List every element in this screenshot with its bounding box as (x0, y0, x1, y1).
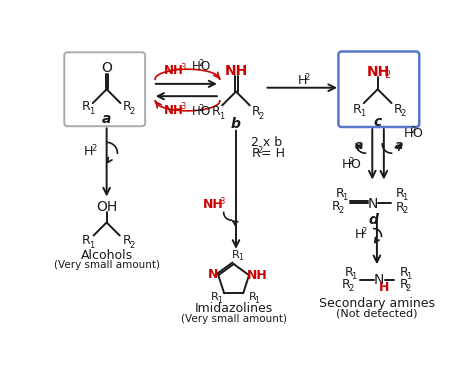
Text: N: N (368, 197, 378, 211)
Text: 1: 1 (90, 241, 95, 250)
Text: 2: 2 (91, 144, 96, 153)
Text: Alcohols: Alcohols (81, 249, 133, 262)
Text: 2: 2 (384, 70, 390, 80)
Text: 2: 2 (348, 284, 353, 293)
Text: 1: 1 (217, 296, 222, 305)
Text: 1: 1 (360, 109, 365, 118)
Text: NH: NH (164, 64, 183, 77)
Text: 2: 2 (338, 206, 343, 215)
Text: 1: 1 (406, 272, 411, 281)
Text: R: R (396, 201, 404, 214)
Text: R: R (396, 187, 404, 200)
Text: 2 x b: 2 x b (251, 136, 283, 149)
Text: 1: 1 (238, 253, 243, 262)
Text: R: R (82, 234, 91, 248)
Text: R: R (122, 234, 131, 248)
Text: 1: 1 (255, 296, 259, 305)
Text: H: H (404, 127, 413, 140)
Text: H: H (342, 158, 352, 171)
Text: N: N (208, 268, 218, 281)
Text: (Not detected): (Not detected) (336, 308, 418, 318)
Text: 1: 1 (219, 112, 224, 121)
Text: O: O (101, 62, 112, 76)
Text: O: O (350, 158, 360, 171)
FancyBboxPatch shape (64, 52, 145, 126)
Text: 2: 2 (304, 73, 310, 82)
Text: 2: 2 (129, 241, 135, 250)
Text: (Very small amount): (Very small amount) (54, 260, 160, 270)
Text: 2: 2 (257, 146, 263, 155)
Text: R: R (400, 278, 408, 291)
Text: N: N (374, 273, 384, 287)
Text: H: H (379, 280, 389, 294)
Text: 2: 2 (361, 227, 366, 236)
Text: O: O (201, 60, 210, 73)
Text: R: R (345, 266, 354, 279)
Text: 2: 2 (199, 104, 204, 113)
Text: b: b (231, 117, 241, 131)
Text: Imidazolines: Imidazolines (194, 302, 273, 315)
Text: Secondary amines: Secondary amines (319, 297, 435, 310)
Text: 2: 2 (402, 206, 407, 215)
Text: NH: NH (246, 269, 267, 282)
Text: R: R (393, 103, 402, 116)
Text: R: R (336, 187, 344, 200)
Text: O: O (412, 127, 422, 140)
Text: d: d (368, 213, 378, 227)
Text: O: O (201, 105, 210, 118)
Text: H: H (84, 145, 93, 158)
Text: 2: 2 (129, 107, 135, 116)
Text: R: R (211, 292, 219, 302)
Text: 3: 3 (180, 102, 185, 112)
Text: H: H (192, 60, 201, 73)
Text: NH: NH (202, 198, 223, 211)
Text: 2: 2 (406, 284, 411, 293)
Text: 2: 2 (410, 126, 416, 135)
Text: 2: 2 (259, 112, 264, 121)
Text: 1: 1 (342, 193, 347, 202)
Text: a: a (395, 139, 403, 152)
Text: NH: NH (164, 104, 183, 116)
Text: R: R (232, 250, 240, 260)
Text: R: R (211, 105, 220, 118)
Text: NH: NH (367, 65, 390, 79)
Text: NH: NH (225, 64, 248, 78)
Text: 2: 2 (401, 109, 406, 118)
Text: R: R (248, 292, 256, 302)
Text: = H: = H (261, 147, 285, 160)
Text: 3: 3 (219, 197, 225, 206)
Text: c: c (374, 115, 382, 129)
Text: 1: 1 (351, 272, 356, 281)
Text: H: H (355, 228, 364, 241)
Text: R: R (251, 147, 260, 160)
Text: 1: 1 (90, 107, 95, 116)
Text: R: R (332, 200, 340, 213)
Text: OH: OH (96, 200, 117, 214)
Text: R: R (122, 101, 131, 113)
Text: H: H (298, 74, 307, 87)
FancyBboxPatch shape (338, 51, 419, 127)
Text: H: H (192, 105, 201, 118)
Text: R: R (353, 103, 361, 116)
Text: (Very small amount): (Very small amount) (181, 314, 287, 324)
Text: R: R (82, 101, 91, 113)
Text: 2: 2 (199, 59, 204, 68)
Text: 2: 2 (349, 157, 354, 166)
Text: R: R (400, 266, 408, 279)
Text: a: a (355, 139, 364, 152)
Text: 3: 3 (180, 63, 185, 72)
Text: 1: 1 (402, 193, 407, 202)
Text: R: R (342, 278, 350, 291)
Text: a: a (102, 112, 111, 125)
Text: R: R (252, 105, 260, 118)
